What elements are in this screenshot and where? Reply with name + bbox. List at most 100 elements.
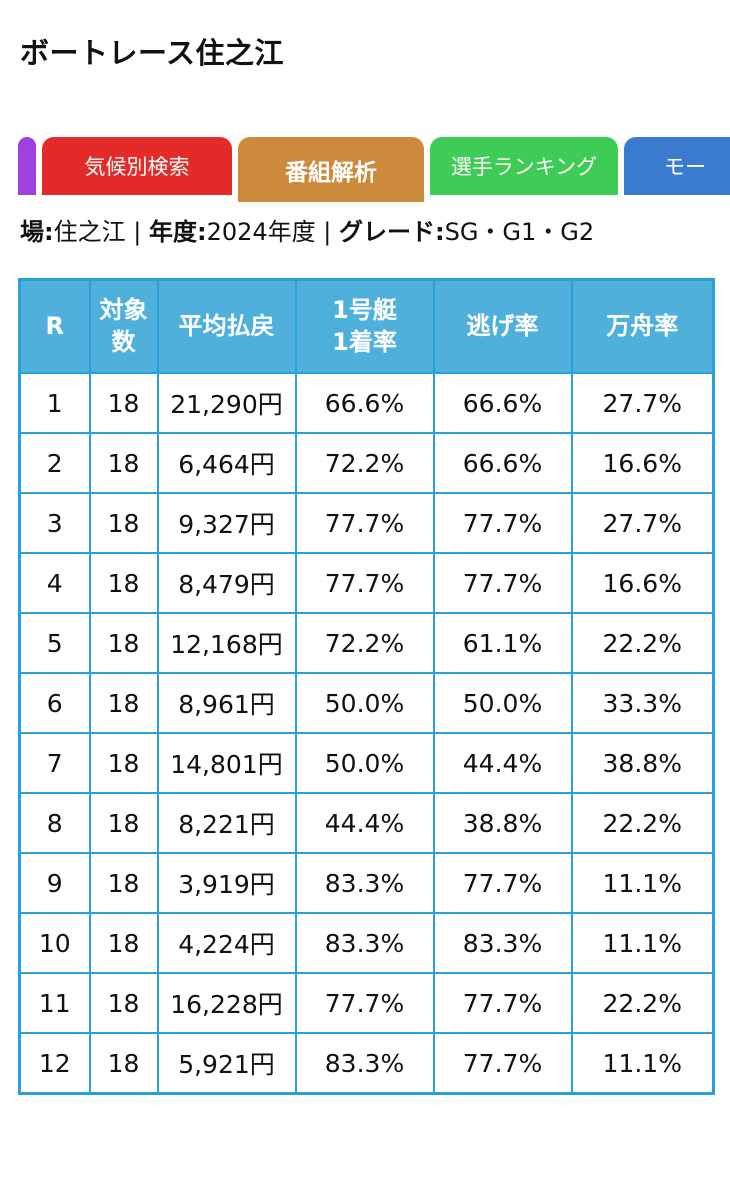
count-cell: 18	[88, 972, 159, 1034]
boat1-win-rate-cell: 50.0%	[294, 672, 435, 734]
upset-rate-cell: 38.8%	[570, 732, 715, 794]
avg-payout-cell: 6,464円	[156, 432, 297, 494]
escape-rate-cell: 44.4%	[432, 732, 573, 794]
avg-payout-cell: 16,228円	[156, 972, 297, 1034]
header-escape-rate: 逃げ率	[432, 278, 573, 374]
upset-rate-cell: 11.1%	[570, 1032, 715, 1095]
tab-racer-ranking[interactable]: 選手ランキング	[430, 137, 618, 195]
table-row: 7 18 14,801円 50.0% 44.4% 38.8%	[18, 732, 715, 794]
header-avg-payout: 平均払戻	[156, 278, 297, 374]
upset-rate-cell: 33.3%	[570, 672, 715, 734]
tab-bar: 気候別検索 番組解析 選手ランキング モー	[0, 130, 730, 202]
year-label: 年度:	[148, 218, 207, 246]
table-row: 1 18 21,290円 66.6% 66.6% 27.7%	[18, 372, 715, 434]
table-row: 10 18 4,224円 83.3% 83.3% 11.1%	[18, 912, 715, 974]
race-stats-table: R 対象数 平均払戻 1号艇1着率 逃げ率 万舟率 1 18 21,290円 66.6…	[18, 278, 715, 1095]
race-number-cell: 1	[18, 372, 91, 434]
count-cell: 18	[88, 372, 159, 434]
avg-payout-cell: 8,961円	[156, 672, 297, 734]
upset-rate-cell: 16.6%	[570, 552, 715, 614]
upset-rate-cell: 16.6%	[570, 432, 715, 494]
boat1-win-rate-cell: 77.7%	[294, 972, 435, 1034]
boat1-win-rate-cell: 83.3%	[294, 852, 435, 914]
count-cell: 18	[88, 672, 159, 734]
count-cell: 18	[88, 612, 159, 674]
escape-rate-cell: 77.7%	[432, 852, 573, 914]
avg-payout-cell: 14,801円	[156, 732, 297, 794]
upset-rate-cell: 22.2%	[570, 612, 715, 674]
count-cell: 18	[88, 1032, 159, 1095]
escape-rate-cell: 77.7%	[432, 492, 573, 554]
tab-edge[interactable]	[18, 137, 36, 195]
race-number-cell: 10	[18, 912, 91, 974]
avg-payout-cell: 3,919円	[156, 852, 297, 914]
separator: |	[125, 218, 149, 246]
boat1-win-rate-cell: 72.2%	[294, 612, 435, 674]
upset-rate-cell: 27.7%	[570, 372, 715, 434]
page-title: ボートレース住之江	[20, 36, 285, 70]
venue-label: 場:	[20, 218, 54, 246]
table-row: 9 18 3,919円 83.3% 77.7% 11.1%	[18, 852, 715, 914]
tab-weather-search[interactable]: 気候別検索	[42, 137, 232, 195]
escape-rate-cell: 61.1%	[432, 612, 573, 674]
table-header-row: R 対象数 平均払戻 1号艇1着率 逃げ率 万舟率	[18, 278, 715, 374]
table-row: 3 18 9,327円 77.7% 77.7% 27.7%	[18, 492, 715, 554]
table-row: 4 18 8,479円 77.7% 77.7% 16.6%	[18, 552, 715, 614]
race-number-cell: 11	[18, 972, 91, 1034]
race-number-cell: 6	[18, 672, 91, 734]
header-boat1-win-rate: 1号艇1着率	[294, 278, 435, 374]
count-cell: 18	[88, 852, 159, 914]
year-value: 2024年度	[206, 218, 316, 246]
upset-rate-cell: 27.7%	[570, 492, 715, 554]
avg-payout-cell: 21,290円	[156, 372, 297, 434]
race-number-cell: 7	[18, 732, 91, 794]
boat1-win-rate-cell: 72.2%	[294, 432, 435, 494]
race-number-cell: 5	[18, 612, 91, 674]
upset-rate-cell: 11.1%	[570, 912, 715, 974]
race-number-cell: 8	[18, 792, 91, 854]
table-row: 12 18 5,921円 83.3% 77.7% 11.1%	[18, 1032, 715, 1095]
tab-motor[interactable]: モー	[624, 137, 730, 195]
upset-rate-cell: 22.2%	[570, 792, 715, 854]
avg-payout-cell: 9,327円	[156, 492, 297, 554]
separator: |	[315, 218, 339, 246]
boat1-win-rate-cell: 83.3%	[294, 1032, 435, 1095]
escape-rate-cell: 83.3%	[432, 912, 573, 974]
count-cell: 18	[88, 732, 159, 794]
table-row: 8 18 8,221円 44.4% 38.8% 22.2%	[18, 792, 715, 854]
boat1-win-rate-cell: 77.7%	[294, 492, 435, 554]
header-count: 対象数	[88, 278, 159, 374]
count-cell: 18	[88, 552, 159, 614]
avg-payout-cell: 8,221円	[156, 792, 297, 854]
boat1-win-rate-cell: 77.7%	[294, 552, 435, 614]
escape-rate-cell: 66.6%	[432, 432, 573, 494]
escape-rate-cell: 77.7%	[432, 972, 573, 1034]
venue-value: 住之江	[53, 218, 126, 246]
header-race: R	[18, 278, 91, 374]
boat1-win-rate-cell: 66.6%	[294, 372, 435, 434]
race-number-cell: 2	[18, 432, 91, 494]
count-cell: 18	[88, 912, 159, 974]
table-row: 6 18 8,961円 50.0% 50.0% 33.3%	[18, 672, 715, 734]
escape-rate-cell: 77.7%	[432, 552, 573, 614]
race-number-cell: 4	[18, 552, 91, 614]
race-number-cell: 9	[18, 852, 91, 914]
avg-payout-cell: 4,224円	[156, 912, 297, 974]
boat1-win-rate-cell: 50.0%	[294, 732, 435, 794]
escape-rate-cell: 38.8%	[432, 792, 573, 854]
escape-rate-cell: 77.7%	[432, 1032, 573, 1095]
boat1-win-rate-cell: 44.4%	[294, 792, 435, 854]
filter-info: 場:住之江 | 年度:2024年度 | グレード:SG・G1・G2	[20, 212, 594, 247]
avg-payout-cell: 5,921円	[156, 1032, 297, 1095]
race-number-cell: 12	[18, 1032, 91, 1095]
boat1-win-rate-cell: 83.3%	[294, 912, 435, 974]
avg-payout-cell: 8,479円	[156, 552, 297, 614]
table-row: 5 18 12,168円 72.2% 61.1% 22.2%	[18, 612, 715, 674]
escape-rate-cell: 50.0%	[432, 672, 573, 734]
table-row: 11 18 16,228円 77.7% 77.7% 22.2%	[18, 972, 715, 1034]
upset-rate-cell: 11.1%	[570, 852, 715, 914]
grade-label: グレード:	[338, 218, 445, 246]
upset-rate-cell: 22.2%	[570, 972, 715, 1034]
header-upset-rate: 万舟率	[570, 278, 715, 374]
tab-program-analysis[interactable]: 番組解析	[238, 137, 424, 202]
